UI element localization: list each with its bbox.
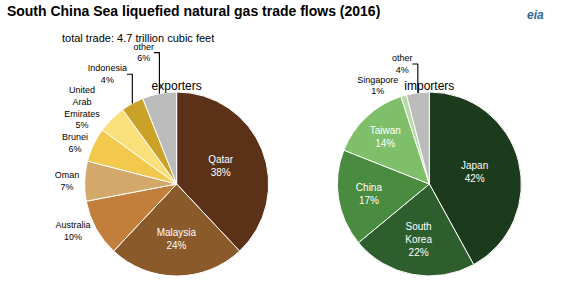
svg-text:importers: importers bbox=[404, 79, 454, 93]
svg-text:Singapore1%: Singapore1% bbox=[357, 75, 398, 97]
svg-text:Japan42%: Japan42% bbox=[461, 160, 488, 184]
svg-text:eia: eia bbox=[527, 8, 544, 22]
svg-text:Indonesia4%: Indonesia4% bbox=[88, 63, 127, 85]
svg-text:Taiwan14%: Taiwan14% bbox=[370, 125, 401, 149]
svg-text:exporters: exporters bbox=[152, 79, 202, 93]
svg-text:other6%: other6% bbox=[133, 42, 154, 64]
svg-text:Australia10%: Australia10% bbox=[56, 220, 91, 242]
svg-text:total trade: 4.7 trillion cubi: total trade: 4.7 trillion cubic feet bbox=[62, 32, 214, 44]
svg-text:China17%: China17% bbox=[356, 182, 383, 206]
svg-text:UnitedArabEmirates5%: UnitedArabEmirates5% bbox=[64, 85, 100, 130]
svg-text:Malaysia24%: Malaysia24% bbox=[157, 227, 197, 251]
svg-text:other4%: other4% bbox=[392, 53, 413, 75]
svg-text:Oman7%: Oman7% bbox=[55, 170, 80, 192]
svg-text:South China Sea liquefied natu: South China Sea liquefied natural gas tr… bbox=[7, 3, 380, 19]
svg-text:Brunei6%: Brunei6% bbox=[62, 132, 88, 154]
svg-text:SouthKorea22%: SouthKorea22% bbox=[405, 221, 432, 258]
svg-text:Qatar38%: Qatar38% bbox=[208, 154, 234, 178]
